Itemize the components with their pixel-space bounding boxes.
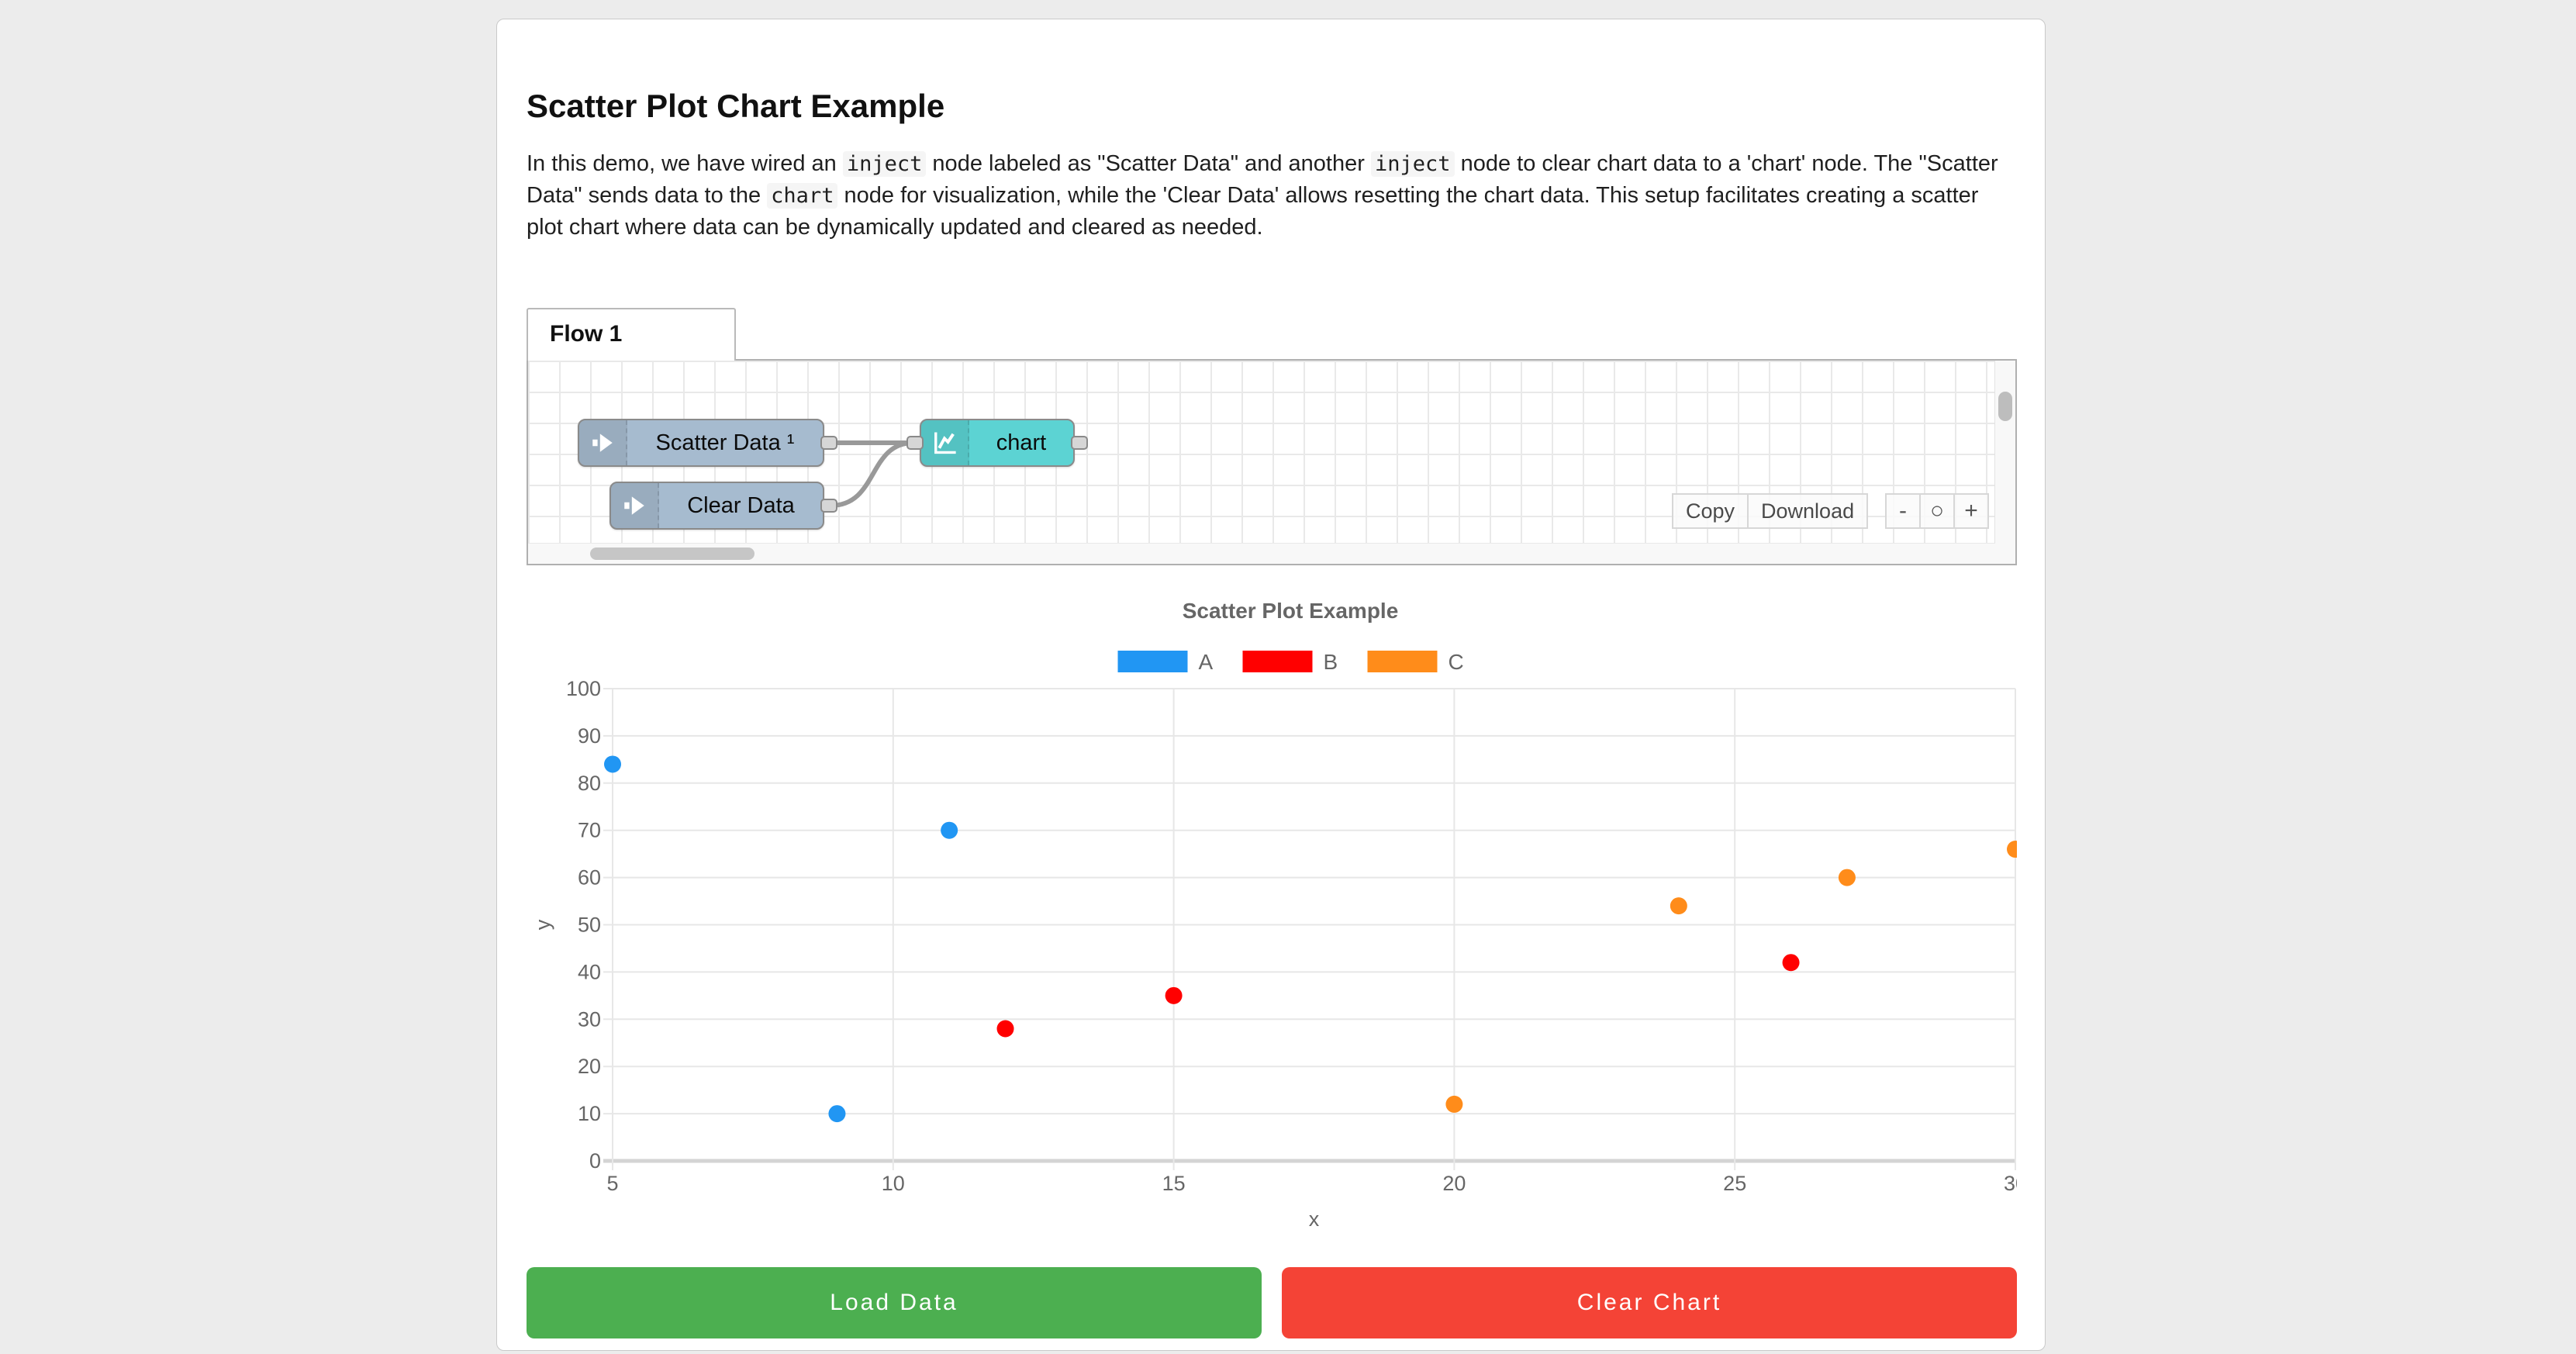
y-tick-label: 0 [589, 1149, 601, 1173]
data-point-B [996, 1020, 1014, 1038]
inject-node-icon [579, 420, 627, 465]
legend-swatch-C [1367, 651, 1438, 672]
description-paragraph: In this demo, we have wired an inject no… [527, 148, 2017, 243]
line-chart-icon [934, 432, 956, 454]
chart-title: Scatter Plot Example [1183, 599, 1399, 623]
y-tick-label: 20 [578, 1055, 601, 1078]
y-tick-label: 60 [578, 866, 601, 889]
action-button-row: Load Data Clear Chart [527, 1267, 2017, 1338]
legend-label-C: C [1449, 650, 1464, 674]
description-text: node labeled as "Scatter Data" and anoth… [926, 151, 1371, 176]
node-label: Clear Data [687, 492, 795, 518]
x-tick-label: 5 [606, 1172, 618, 1195]
data-point-C [1670, 897, 1687, 915]
data-point-A [828, 1105, 846, 1123]
description-text: In this demo, we have wired an [527, 151, 843, 176]
flow-tab[interactable]: Flow 1 [527, 308, 736, 361]
y-tick-label: 70 [578, 819, 601, 842]
chart-canvas: 0 10 20 30 40 50 60 70 80 90 100 5 10 15 20 25 30 x y Scatt… [531, 599, 2027, 1231]
inject-node-icon [611, 483, 659, 528]
zoom-in-button[interactable]: + [1953, 493, 1989, 529]
flow-editor: Flow 1 Scatter Data ¹ Clear Data chart Cop… [527, 308, 2017, 565]
description-text: node for visualization, while the 'Clear… [527, 183, 1979, 240]
legend-swatch-B [1242, 651, 1313, 672]
description-text: node to clear chart data to a 'chart' no… [527, 151, 1998, 208]
zoom-reset-button[interactable]: ○ [1919, 493, 1955, 529]
clear-chart-button[interactable]: Clear Chart [1282, 1267, 2017, 1338]
y-axis-title: y [531, 919, 554, 930]
x-tick-label: 15 [1162, 1172, 1186, 1195]
data-point-C [2007, 841, 2024, 858]
flow-canvas[interactable]: Scatter Data ¹ Clear Data chart Copy Downl… [527, 359, 2017, 565]
legend-swatch-A [1117, 651, 1188, 672]
wire-clear-to-chart [828, 440, 916, 508]
flow-wires [828, 440, 916, 508]
data-point-B [1782, 954, 1800, 972]
horizontal-scrollbar[interactable] [528, 543, 1995, 564]
chart-node-icon [921, 420, 969, 465]
load-data-button[interactable]: Load Data [527, 1267, 1262, 1338]
flow-node-scatter-data[interactable]: Scatter Data ¹ [578, 419, 824, 467]
data-point-A [604, 755, 621, 773]
y-tick-label: 40 [578, 960, 601, 983]
download-button[interactable]: Download [1747, 493, 1869, 529]
flow-tab-label: Flow 1 [550, 321, 623, 347]
zoom-out-button[interactable]: - [1885, 493, 1921, 529]
copy-button[interactable]: Copy [1672, 493, 1749, 529]
data-point-C [1445, 1095, 1463, 1113]
y-tick-label: 90 [578, 724, 601, 748]
data-point-B [1165, 986, 1183, 1004]
legend-label-A: A [1199, 650, 1214, 674]
horizontal-scrollbar-thumb[interactable] [590, 547, 754, 560]
node-port-out[interactable] [820, 499, 837, 513]
node-label: chart [996, 430, 1047, 455]
flow-node-chart[interactable]: chart [920, 419, 1075, 467]
x-tick-label: 10 [882, 1172, 905, 1195]
x-axis-title: x [1309, 1207, 1320, 1231]
inline-code: inject [842, 151, 927, 177]
inline-code: inject [1370, 151, 1455, 177]
y-tick-label: 80 [578, 772, 601, 795]
y-tick-label: 10 [578, 1102, 601, 1125]
x-tick-label: 25 [1723, 1172, 1746, 1195]
node-port-out[interactable] [820, 436, 837, 450]
inject-arrow-icon [624, 496, 644, 515]
y-tick-label: 50 [578, 914, 601, 937]
node-port-out[interactable] [1071, 436, 1088, 450]
x-tick-label: 20 [1442, 1172, 1466, 1195]
data-point-A [941, 821, 958, 839]
y-tick-label: 100 [566, 677, 601, 700]
scatter-chart: 0 10 20 30 40 50 60 70 80 90 100 5 10 15 20 25 30 x y Scatt… [527, 582, 2027, 1245]
vertical-scrollbar-thumb[interactable] [1998, 392, 2012, 421]
page-title: Scatter Plot Chart Example [527, 88, 945, 124]
vertical-scrollbar[interactable] [1994, 361, 2015, 564]
node-port-in[interactable] [906, 436, 924, 450]
y-tick-label: 30 [578, 1007, 601, 1031]
data-point-C [1838, 869, 1856, 886]
content-card: Scatter Plot Chart Example In this demo,… [496, 19, 2046, 1351]
x-tick-label: 30 [2004, 1172, 2017, 1195]
inline-code: chart [767, 183, 838, 209]
flow-node-clear-data[interactable]: Clear Data [609, 482, 824, 530]
node-label: Scatter Data ¹ [655, 430, 795, 455]
inject-arrow-icon [592, 433, 613, 452]
legend-label-B: B [1324, 650, 1338, 674]
flow-toolbar: Copy Download [1672, 493, 1869, 529]
zoom-controls: - ○ + [1885, 493, 1989, 529]
